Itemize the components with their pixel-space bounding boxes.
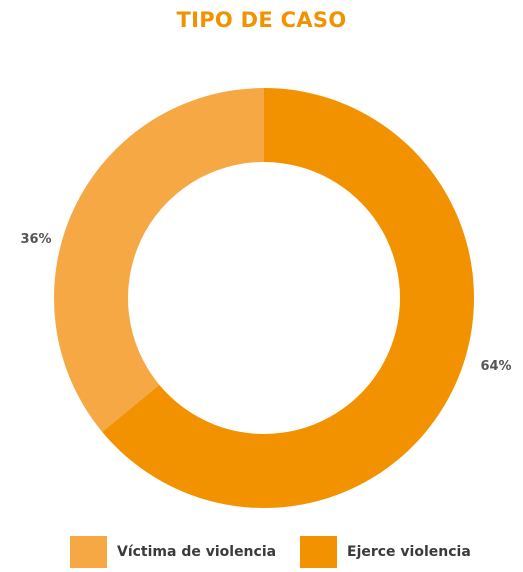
legend-label-ejerce: Ejerce violencia: [347, 544, 471, 560]
legend-swatch-victima: [70, 536, 107, 568]
donut-slice-victima: [54, 87, 265, 432]
legend-item-ejerce: Ejerce violencia: [300, 536, 471, 568]
legend-item-victima: Víctima de violencia: [70, 536, 276, 568]
slice-label-ejerce: 64%: [480, 359, 511, 374]
chart-title: TIPO DE CASO: [176, 8, 347, 32]
slice-label-victima: 36%: [20, 232, 51, 247]
legend-label-victima: Víctima de violencia: [117, 544, 277, 560]
legend-swatch-ejerce: [300, 536, 337, 568]
legend: Víctima de violencia Ejerce violencia: [0, 536, 523, 568]
donut-slice-ejerce: [102, 88, 475, 509]
